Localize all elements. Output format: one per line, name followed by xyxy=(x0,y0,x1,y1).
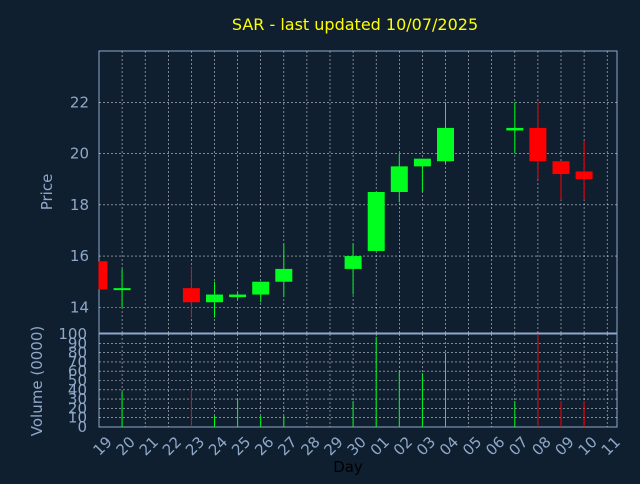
price-tick-label: 22 xyxy=(70,93,89,111)
candle-body xyxy=(113,288,131,291)
volume-tick-label: 20 xyxy=(68,399,87,417)
volume-tick-label: 70 xyxy=(68,353,87,371)
candle-body xyxy=(529,127,547,162)
volume-tick-label: 30 xyxy=(68,390,87,408)
candle-body xyxy=(229,294,247,298)
volume-tick-label: 60 xyxy=(68,362,87,380)
volume-tick-label: 40 xyxy=(68,381,87,399)
volume-tick-label: 80 xyxy=(68,344,87,362)
candle-body xyxy=(206,294,223,303)
candle-body xyxy=(99,261,108,290)
volume-tick-label: 90 xyxy=(68,334,87,352)
candle-body xyxy=(552,161,570,175)
volume-tick-label: 50 xyxy=(68,372,87,390)
price-axis-label: Price xyxy=(38,174,56,211)
volume-tick-label: 0 xyxy=(77,418,87,436)
candle-body xyxy=(367,192,385,251)
price-tick-label: 18 xyxy=(70,196,89,214)
candle-body xyxy=(182,288,200,303)
candle-body xyxy=(506,127,524,131)
chart-title: SAR - last updated 10/07/2025 xyxy=(232,15,478,34)
volume-tick-label: 100 xyxy=(58,325,87,343)
candle-body xyxy=(413,158,431,167)
price-tick-label: 14 xyxy=(70,298,89,316)
volume-axis-label: Volume (0000) xyxy=(28,326,46,436)
price-tick-label: 16 xyxy=(70,247,89,265)
candle-body xyxy=(437,127,454,162)
x-axis-label: Day xyxy=(333,458,363,476)
price-panel-frame xyxy=(98,50,618,334)
candle-body xyxy=(252,281,270,295)
x-tick-label: 11 xyxy=(598,433,624,459)
candle-body xyxy=(575,171,593,180)
volume-tick-label: 10 xyxy=(68,409,87,427)
candle-body xyxy=(344,256,362,269)
candle-body xyxy=(390,166,408,192)
price-tick-label: 20 xyxy=(70,145,89,163)
candle-body xyxy=(275,268,293,282)
